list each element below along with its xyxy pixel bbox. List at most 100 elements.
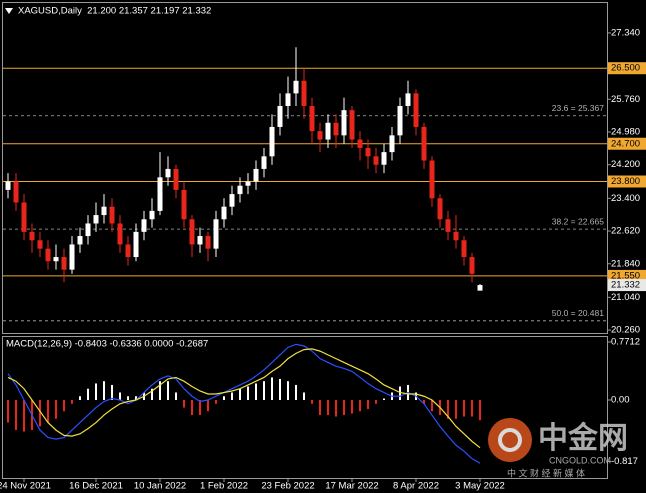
y-tick-label: -0.817 [611, 456, 638, 467]
current-price: 21.332 [611, 280, 640, 291]
histogram-bar [335, 400, 337, 417]
candle-body [429, 160, 435, 199]
histogram-bar [119, 392, 121, 401]
candle-body [5, 181, 11, 190]
level-label-box [608, 137, 646, 150]
candle-body [253, 168, 259, 182]
candle-body [53, 257, 59, 262]
y-tick-label: 0.7712 [611, 337, 640, 348]
candle-body [101, 206, 107, 216]
histogram-bar [47, 400, 49, 423]
candle-body [109, 206, 115, 224]
candle-body [165, 168, 171, 178]
candle-body [197, 236, 203, 245]
symbol-icon [5, 8, 13, 14]
fib-label: 23.6 = 25.367 [552, 103, 605, 113]
histogram-bar [39, 400, 41, 427]
candle-body [29, 231, 35, 241]
histogram-bar [351, 400, 353, 414]
candle-body [173, 168, 179, 190]
candle-body [437, 198, 443, 220]
candle-body [237, 185, 243, 195]
x-tick-label: 24 Nov 2021 [0, 481, 51, 492]
candle-body [189, 219, 195, 245]
chart-title: XAGUSD,Daily 21.200 21.357 21.197 21.332 [18, 6, 211, 17]
level-label: 24.700 [611, 138, 640, 149]
candle-body [365, 147, 371, 157]
candle-body [85, 223, 91, 237]
histogram-bar [471, 400, 473, 417]
fib-label: 38.2 = 22.665 [552, 216, 605, 226]
y-tick-label: 0.00 [611, 395, 630, 406]
candle-body [461, 240, 467, 258]
candle-body [77, 236, 83, 245]
histogram-bar [279, 378, 281, 401]
x-tick-label: 17 Mar 2022 [325, 481, 378, 492]
histogram-bar [255, 383, 257, 401]
histogram-bar [271, 377, 273, 401]
macd-line [7, 343, 481, 464]
x-tick-label: 16 Dec 2021 [69, 481, 123, 492]
candle-body [285, 93, 291, 106]
candle-body [317, 131, 323, 140]
candle-body [413, 93, 419, 127]
macd-panel [2, 336, 608, 479]
watermark-logo [488, 418, 532, 462]
y-tick-label: 23.400 [611, 193, 640, 204]
level-label-box [608, 269, 646, 282]
macd-line [7, 348, 481, 449]
histogram-bar [111, 384, 113, 401]
y-tick-label: 27.340 [611, 27, 640, 38]
watermark-text: 中金网 [538, 421, 628, 455]
y-tick-label: 21.040 [611, 292, 640, 303]
level-label: 26.500 [611, 63, 640, 74]
histogram-bar [55, 400, 57, 419]
candle-body [13, 181, 19, 203]
histogram-bar [7, 400, 9, 423]
histogram-bar [247, 386, 249, 401]
x-tick-label: 1 Feb 2022 [200, 481, 248, 492]
candle-body [333, 122, 339, 136]
candle-body [309, 105, 315, 132]
histogram-bar [295, 384, 297, 401]
histogram-bar [263, 381, 265, 401]
candle-body [357, 139, 363, 148]
candle-body [293, 80, 299, 94]
x-tick-label: 23 Feb 2022 [261, 481, 314, 492]
level-label: 21.550 [611, 270, 640, 281]
histogram-bar [79, 396, 81, 401]
candle-body [205, 236, 211, 249]
price-panel [2, 2, 608, 334]
candle-body [117, 223, 123, 245]
histogram-bar [359, 400, 361, 412]
candle-body [341, 110, 347, 136]
histogram-bar [23, 400, 25, 432]
histogram-bar [167, 381, 169, 401]
candle-body [157, 177, 163, 211]
histogram-bar [199, 400, 201, 416]
histogram-bar [303, 392, 305, 401]
histogram-bar [383, 398, 385, 401]
y-tick-label: 22.620 [611, 226, 640, 237]
candle-body [221, 206, 227, 220]
histogram-bar [159, 381, 161, 401]
histogram-bar [127, 396, 129, 401]
candle-body [133, 231, 139, 258]
candle-body [93, 215, 99, 224]
y-tick-label: 24.200 [611, 159, 640, 170]
candle-body [213, 219, 219, 249]
candle-body [125, 244, 131, 258]
histogram-bar [239, 388, 241, 401]
x-tick-label: 10 Jan 2022 [134, 481, 186, 492]
histogram-bar [223, 396, 225, 401]
histogram-bar [319, 400, 321, 416]
candle-body [149, 210, 155, 220]
y-tick-label: 24.980 [611, 127, 640, 138]
histogram-bar [103, 381, 105, 401]
candle-body [269, 126, 275, 157]
candle-body [469, 257, 475, 274]
histogram-bar [215, 400, 217, 404]
histogram-bar [431, 400, 433, 412]
